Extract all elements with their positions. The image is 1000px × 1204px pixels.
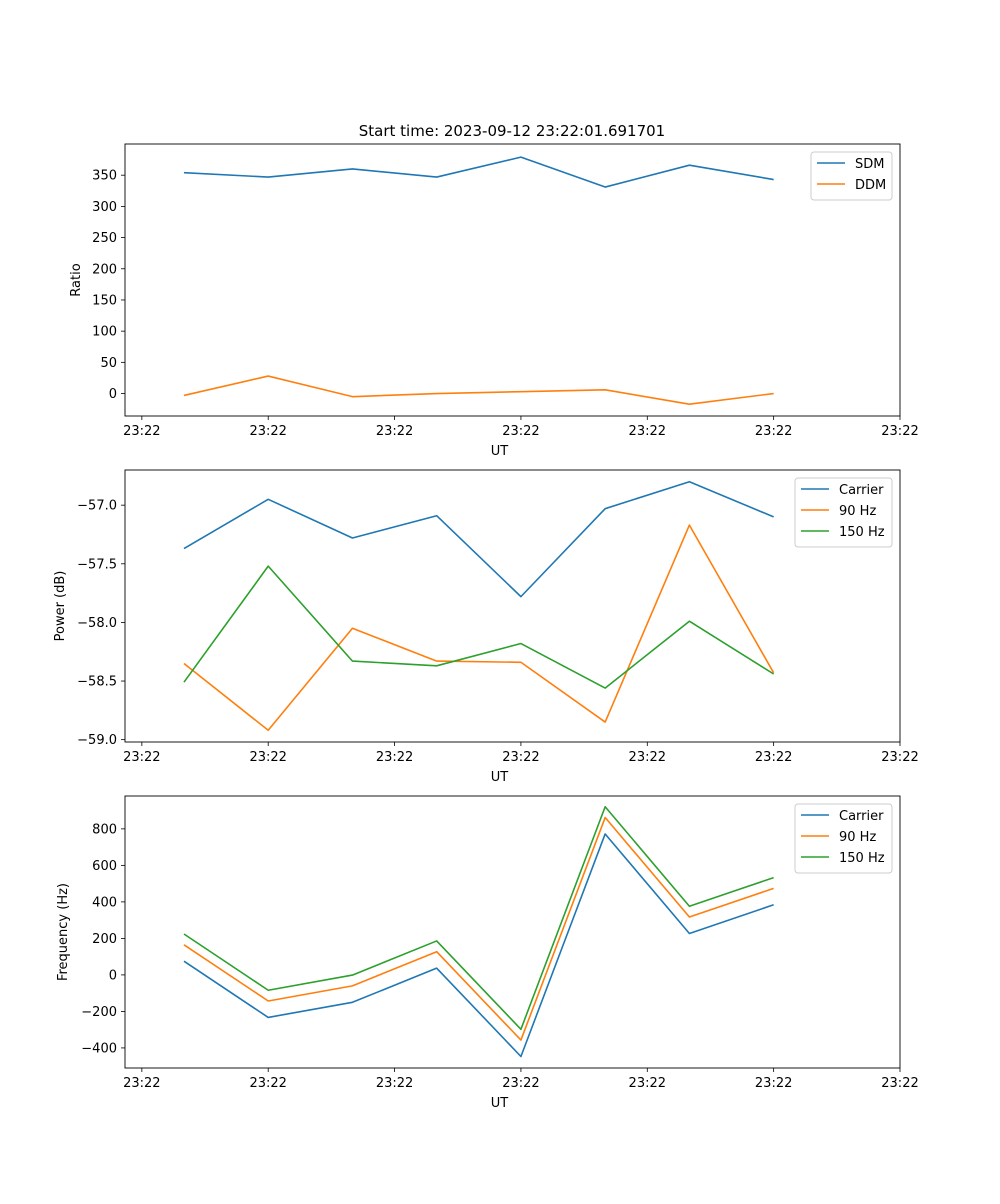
- x-tick-label: 23:22: [123, 424, 160, 439]
- y-tick-label: 400: [92, 895, 117, 910]
- x-tick-label: 23:22: [123, 750, 160, 765]
- x-tick-label: 23:22: [502, 750, 539, 765]
- y-tick-label: −59.0: [77, 733, 117, 748]
- y-tick-label: 200: [92, 932, 117, 947]
- series-line-sdm: [183, 156, 774, 188]
- axes-frame: [124, 795, 901, 1069]
- x-tick-label: 23:22: [249, 1076, 286, 1091]
- y-tick-label: −200: [81, 1005, 117, 1020]
- y-tick-label: 0: [109, 968, 117, 983]
- y-tick-label: 0: [109, 387, 117, 402]
- x-tick-label: 23:22: [755, 750, 792, 765]
- y-tick-label: 600: [92, 859, 117, 874]
- y-tick-label: −57.0: [77, 499, 117, 514]
- x-tick-label: 23:22: [376, 1076, 413, 1091]
- chart-panel-3: 23:22 23:22 23:22 23:22 23:22 23:22 23:22 −400 −…: [56, 795, 919, 1111]
- legend-box: [810, 151, 893, 201]
- chart-panel-2: 23:22 23:22 23:22 23:22 23:22 23:22 23:22 −59.0…: [53, 469, 919, 785]
- x-tick-label: 23:22: [249, 750, 286, 765]
- series-line-ddm: [183, 375, 774, 405]
- y-tick-label: 800: [92, 822, 117, 837]
- x-tick-label: 23:22: [755, 424, 792, 439]
- legend-label: 150 Hz: [839, 525, 885, 540]
- y-axis-label: Ratio: [69, 263, 84, 296]
- x-tick-label: 23:22: [629, 750, 666, 765]
- series-line-carrier: [183, 480, 774, 598]
- legend-label: 90 Hz: [839, 504, 876, 519]
- chart-panel-1: 23:22 23:22 23:22 23:22 23:22 23:22 23:22 0 50 10…: [69, 143, 919, 459]
- legend-label: DDM: [855, 178, 886, 193]
- legend-box: [794, 803, 893, 874]
- y-tick-label: 150: [92, 293, 117, 308]
- legend: SDM DDM: [810, 151, 893, 201]
- y-tick-label: 350: [92, 169, 117, 184]
- x-tick-label: 23:22: [376, 750, 413, 765]
- legend-label: Carrier: [839, 809, 884, 824]
- x-tick-label: 23:22: [502, 424, 539, 439]
- legend-label: SDM: [855, 157, 884, 172]
- x-tick-label: 23:22: [629, 1076, 666, 1091]
- y-tick-label: −57.5: [77, 557, 117, 572]
- x-axis-label: UT: [491, 1096, 509, 1111]
- x-tick-label: 23:22: [249, 424, 286, 439]
- legend-label: 90 Hz: [839, 830, 876, 845]
- x-tick-label: 23:22: [755, 1076, 792, 1091]
- x-tick-label: 23:22: [629, 424, 666, 439]
- y-tick-label: 50: [100, 356, 117, 371]
- series-line-90-hz: [183, 816, 774, 1041]
- y-tick-label: 250: [92, 231, 117, 246]
- y-tick-label: −58.5: [77, 675, 117, 690]
- figure-title: Start time: 2023-09-12 23:22:01.691701: [359, 122, 665, 140]
- legend-box: [794, 477, 893, 548]
- series-line-150-hz: [183, 565, 775, 689]
- y-tick-label: 200: [92, 262, 117, 277]
- y-tick-label: 300: [92, 200, 117, 215]
- y-tick-label: −58.0: [77, 616, 117, 631]
- legend-label: Carrier: [839, 483, 884, 498]
- x-tick-label: 23:22: [881, 424, 918, 439]
- legend-label: 150 Hz: [839, 851, 885, 866]
- y-axis-label: Power (dB): [53, 571, 68, 642]
- y-axis-label: Frequency (Hz): [56, 883, 71, 981]
- legend: Carrier 90 Hz 150 Hz: [794, 803, 893, 874]
- x-tick-label: 23:22: [881, 1076, 918, 1091]
- series-line-150-hz: [183, 805, 774, 1031]
- x-axis-label: UT: [491, 444, 509, 459]
- y-tick-label: 100: [92, 325, 117, 340]
- series-line-carrier: [183, 833, 774, 1058]
- x-tick-label: 23:22: [123, 1076, 160, 1091]
- axes-frame: [124, 143, 901, 417]
- y-tick-label: −400: [81, 1041, 117, 1056]
- x-tick-label: 23:22: [376, 424, 413, 439]
- x-axis-label: UT: [491, 770, 509, 785]
- x-tick-label: 23:22: [502, 1076, 539, 1091]
- x-tick-label: 23:22: [881, 750, 918, 765]
- axes-frame: [124, 469, 901, 743]
- legend: Carrier 90 Hz 150 Hz: [794, 477, 893, 548]
- series-line-90-hz: [183, 524, 775, 732]
